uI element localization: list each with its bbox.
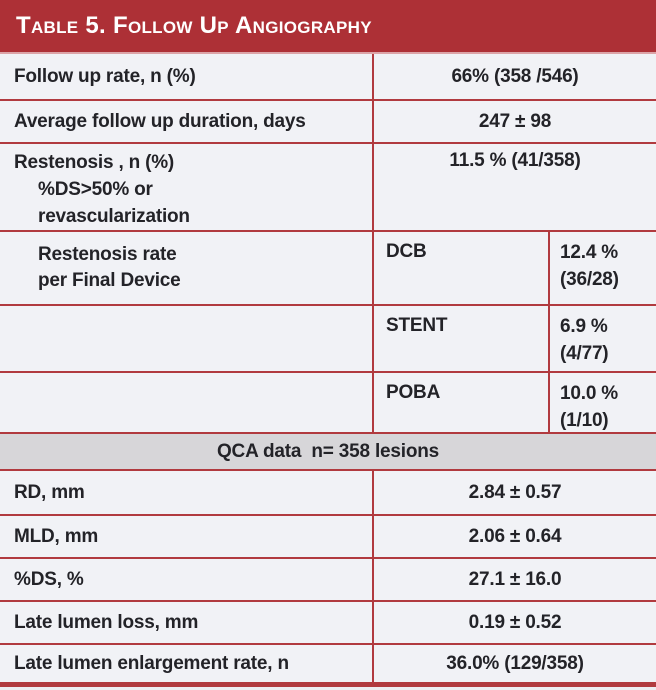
per-device-label-line1: Restenosis rate bbox=[38, 244, 177, 265]
device-value-line2: (1/10) bbox=[560, 410, 609, 431]
row-label: %DS, % bbox=[14, 568, 84, 590]
row-value: 247 ± 98 bbox=[372, 101, 656, 142]
row-divider bbox=[0, 643, 656, 645]
row-value: 2.06 ± 0.64 bbox=[372, 516, 656, 557]
table-row-restenosis: Restenosis , n (%) %DS>50% or revascular… bbox=[0, 144, 656, 230]
row-divider bbox=[0, 432, 656, 434]
table-row-avg-duration: Average follow up duration, days 247 ± 9… bbox=[0, 101, 656, 142]
row-label: Average follow up duration, days bbox=[14, 110, 306, 132]
row-divider bbox=[0, 469, 656, 471]
device-value-line1: 6.9 % bbox=[560, 316, 608, 337]
device-value-line2: (36/28) bbox=[560, 269, 619, 290]
table-row-device-dcb: Restenosis rate per Final Device DCB 12.… bbox=[0, 232, 656, 304]
row-divider bbox=[0, 514, 656, 516]
restenosis-label: Restenosis , n (%) bbox=[14, 152, 175, 173]
table-row-follow-up-rate: Follow up rate, n (%) 66% (358 /546) bbox=[0, 54, 656, 99]
device-value: 10.0 % (1/10) bbox=[548, 373, 656, 434]
table-row-rd: RD, mm 2.84 ± 0.57 bbox=[0, 471, 656, 514]
device-value: 12.4 % (36/28) bbox=[548, 232, 656, 304]
row-divider bbox=[0, 371, 656, 373]
row-value: 0.19 ± 0.52 bbox=[372, 602, 656, 643]
table-title-bar: Table 5. Follow Up Angiography bbox=[0, 0, 656, 52]
row-divider bbox=[0, 304, 656, 306]
restenosis-sublabel-1: %DS>50% or bbox=[38, 179, 153, 200]
row-label: Late lumen enlargement rate, n bbox=[14, 652, 289, 674]
device-name: POBA bbox=[372, 373, 548, 434]
qca-section-header: QCA data n= 358 lesions bbox=[0, 434, 656, 469]
row-value: 66% (358 /546) bbox=[372, 54, 656, 99]
row-label: Restenosis , n (%) %DS>50% or revascular… bbox=[0, 144, 372, 230]
row-label: Follow up rate, n (%) bbox=[14, 65, 196, 87]
table-row-device-stent: STENT 6.9 % (4/77) bbox=[0, 306, 656, 371]
row-divider bbox=[0, 99, 656, 101]
table-row-device-poba: POBA 10.0 % (1/10) bbox=[0, 373, 656, 434]
restenosis-sublabel-2: revascularization bbox=[38, 206, 190, 227]
per-device-label-line2: per Final Device bbox=[38, 270, 181, 291]
table-row-ds: %DS, % 27.1 ± 16.0 bbox=[0, 559, 656, 600]
device-value-line1: 12.4 % bbox=[560, 242, 618, 263]
row-value: 27.1 ± 16.0 bbox=[372, 559, 656, 600]
table-row-late-lumen-loss: Late lumen loss, mm 0.19 ± 0.52 bbox=[0, 602, 656, 643]
device-name: STENT bbox=[372, 306, 548, 371]
row-divider bbox=[0, 600, 656, 602]
row-label-empty bbox=[0, 373, 372, 434]
table-bottom-border bbox=[0, 682, 656, 687]
row-divider bbox=[0, 142, 656, 144]
table-title: Table 5. Follow Up Angiography bbox=[16, 12, 372, 39]
title-divider bbox=[0, 52, 656, 54]
row-label: Restenosis rate per Final Device bbox=[0, 232, 372, 304]
device-value-line1: 10.0 % bbox=[560, 383, 618, 404]
row-label: Late lumen loss, mm bbox=[14, 611, 199, 633]
row-value: 36.0% (129/358) bbox=[372, 645, 656, 682]
row-divider bbox=[0, 230, 656, 232]
row-label-empty bbox=[0, 306, 372, 371]
row-divider bbox=[0, 557, 656, 559]
device-value-line2: (4/77) bbox=[560, 343, 609, 364]
row-label: MLD, mm bbox=[14, 525, 99, 547]
device-value: 6.9 % (4/77) bbox=[548, 306, 656, 371]
row-label: RD, mm bbox=[14, 481, 85, 503]
table-row-late-lumen-enlargement: Late lumen enlargement rate, n 36.0% (12… bbox=[0, 645, 656, 682]
row-value: 11.5 % (41/358) bbox=[372, 144, 656, 230]
table-bottom-margin bbox=[0, 687, 656, 690]
table-row-mld: MLD, mm 2.06 ± 0.64 bbox=[0, 516, 656, 557]
row-value: 2.84 ± 0.57 bbox=[372, 471, 656, 514]
device-name: DCB bbox=[372, 232, 548, 304]
